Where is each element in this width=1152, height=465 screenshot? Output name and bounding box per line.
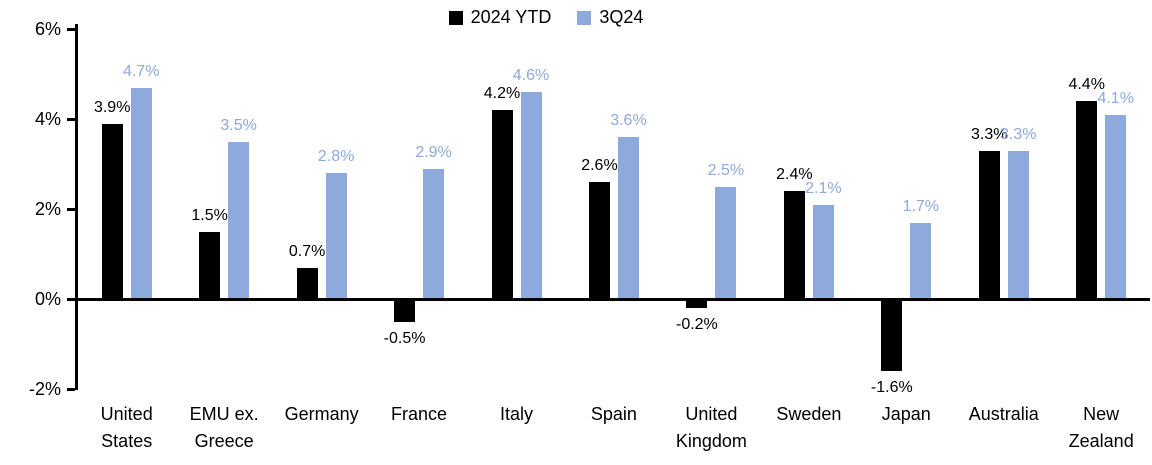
bar-label-3q24-united-kingdom: 2.5%: [707, 161, 745, 179]
bar-label-3q24-germany: 2.8%: [317, 148, 355, 165]
bar-3q24-australia: [1007, 150, 1029, 299]
bar-3q24-france: [423, 168, 445, 299]
bar-label-2024-ytd-italy: 4.2%: [483, 85, 521, 102]
chart-legend: 2024 YTD 3Q24: [0, 7, 1092, 28]
bar-3q24-italy: [520, 92, 542, 299]
category-label-japan: Japan: [881, 404, 931, 424]
category-label-united-kingdom: United Kingdom: [675, 404, 747, 451]
y-axis-tick-label: 4%: [34, 109, 61, 129]
legend-swatch-2024-ytd: [448, 10, 463, 25]
bar-3q24-emu-ex-greece: [228, 141, 250, 299]
legend-label-3q24: 3Q24: [599, 7, 644, 27]
bar-2024-ytd-spain: [588, 182, 610, 299]
bar-2024-ytd-united-kingdom: [686, 299, 708, 308]
bar-label-3q24-japan: 1.7%: [902, 197, 940, 215]
legend-item-2024-ytd: 2024 YTD: [448, 7, 552, 28]
x-axis-line: [75, 298, 1150, 301]
category-label-spain: Spain: [590, 404, 637, 424]
category-label-sweden: Sweden: [776, 404, 842, 424]
bar-3q24-spain: [617, 137, 639, 299]
category-label-france: France: [391, 404, 448, 424]
y-axis-tick: [67, 388, 75, 391]
bar-3q24-new-zealand: [1105, 114, 1127, 299]
bar-label-2024-ytd-new-zealand: 4.4%: [1068, 76, 1105, 93]
category-label-emu-ex-greece: EMU ex. Greece: [189, 404, 259, 451]
bar-label-3q24-new-zealand: 4.1%: [1097, 89, 1134, 107]
bar-label-2024-ytd-spain: 2.6%: [581, 157, 618, 174]
bar-2024-ytd-australia: [978, 150, 1000, 299]
bar-3q24-japan: [910, 222, 932, 299]
bar-label-2024-ytd-australia: 3.3%: [971, 125, 1008, 143]
bar-label-3q24-sweden: 2.1%: [805, 179, 842, 197]
bar-2024-ytd-germany: [296, 267, 318, 299]
category-label-new-zealand: New Zealand: [1068, 404, 1134, 451]
bar-label-2024-ytd-emu-ex-greece: 1.5%: [191, 206, 228, 224]
bar-label-2024-ytd-united-kingdom: -0.2%: [675, 316, 718, 333]
bar-label-3q24-emu-ex-greece: 3.5%: [220, 116, 257, 134]
bar-label-2024-ytd-japan: -1.6%: [870, 379, 913, 396]
y-axis-tick: [67, 298, 75, 301]
y-axis-tick-label: 2%: [34, 199, 61, 219]
bar-label-3q24-spain: 3.6%: [610, 112, 647, 129]
y-axis-tick-label: 0%: [34, 289, 61, 309]
bar-3q24-germany: [325, 173, 347, 299]
bar-2024-ytd-japan: [881, 299, 903, 371]
bar-label-3q24-australia: 3.3%: [1000, 125, 1037, 143]
category-label-italy: Italy: [499, 404, 533, 424]
bar-label-3q24-italy: 4.6%: [512, 67, 550, 84]
bar-2024-ytd-new-zealand: [1076, 101, 1098, 299]
bar-2024-ytd-france: [394, 299, 416, 322]
legend-item-3q24: 3Q24: [577, 7, 643, 28]
bar-3q24-sweden: [812, 204, 834, 299]
y-axis-line: [75, 24, 78, 390]
bar-label-3q24-united-states: 4.7%: [122, 62, 160, 80]
bar-3q24-united-kingdom: [715, 186, 737, 299]
bar-2024-ytd-emu-ex-greece: [199, 231, 221, 299]
y-axis-tick-label: -2%: [28, 379, 61, 399]
category-label-australia: Australia: [968, 404, 1039, 424]
bar-label-2024-ytd-germany: 0.7%: [288, 242, 326, 260]
bar-2024-ytd-united-states: [101, 123, 123, 299]
bar-label-2024-ytd-france: -0.5%: [383, 329, 426, 347]
category-label-germany: Germany: [284, 404, 359, 424]
y-axis-tick: [67, 208, 75, 211]
bar-3q24-united-states: [130, 87, 152, 299]
bar-2024-ytd-italy: [491, 110, 513, 299]
category-label-united-states: United States: [100, 404, 153, 451]
y-axis-tick: [67, 28, 75, 31]
bar-label-2024-ytd-united-states: 3.9%: [93, 98, 131, 116]
y-axis-tick: [67, 118, 75, 121]
bar-label-3q24-france: 2.9%: [415, 143, 452, 161]
bar-label-2024-ytd-sweden: 2.4%: [776, 166, 813, 183]
legend-swatch-3q24: [577, 10, 592, 25]
y-axis-tick-label: 6%: [34, 19, 61, 39]
legend-label-2024-ytd: 2024 YTD: [470, 7, 552, 27]
bar-2024-ytd-sweden: [783, 191, 805, 299]
